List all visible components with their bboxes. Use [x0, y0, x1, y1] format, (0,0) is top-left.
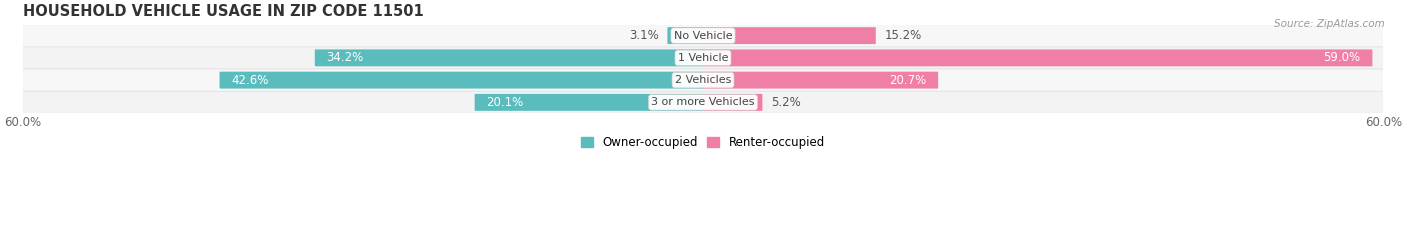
Text: 5.2%: 5.2%: [770, 96, 801, 109]
Text: 3.1%: 3.1%: [628, 29, 659, 42]
FancyBboxPatch shape: [22, 69, 1384, 91]
FancyBboxPatch shape: [475, 94, 703, 111]
Text: No Vehicle: No Vehicle: [673, 31, 733, 41]
FancyBboxPatch shape: [703, 94, 762, 111]
FancyBboxPatch shape: [22, 47, 1384, 69]
FancyBboxPatch shape: [22, 92, 1384, 113]
Text: 42.6%: 42.6%: [232, 74, 269, 87]
FancyBboxPatch shape: [703, 72, 938, 89]
Text: 20.1%: 20.1%: [486, 96, 523, 109]
FancyBboxPatch shape: [219, 72, 703, 89]
FancyBboxPatch shape: [22, 25, 1384, 47]
Text: Source: ZipAtlas.com: Source: ZipAtlas.com: [1274, 19, 1385, 29]
Text: 20.7%: 20.7%: [889, 74, 927, 87]
Text: 59.0%: 59.0%: [1323, 51, 1361, 64]
FancyBboxPatch shape: [703, 27, 876, 44]
Text: 2 Vehicles: 2 Vehicles: [675, 75, 731, 85]
FancyBboxPatch shape: [703, 49, 1372, 66]
Text: 1 Vehicle: 1 Vehicle: [678, 53, 728, 63]
Legend: Owner-occupied, Renter-occupied: Owner-occupied, Renter-occupied: [576, 131, 830, 154]
Text: 3 or more Vehicles: 3 or more Vehicles: [651, 97, 755, 107]
FancyBboxPatch shape: [315, 49, 703, 66]
FancyBboxPatch shape: [668, 27, 703, 44]
Text: 15.2%: 15.2%: [884, 29, 922, 42]
Text: HOUSEHOLD VEHICLE USAGE IN ZIP CODE 11501: HOUSEHOLD VEHICLE USAGE IN ZIP CODE 1150…: [22, 4, 423, 19]
Text: 34.2%: 34.2%: [326, 51, 364, 64]
